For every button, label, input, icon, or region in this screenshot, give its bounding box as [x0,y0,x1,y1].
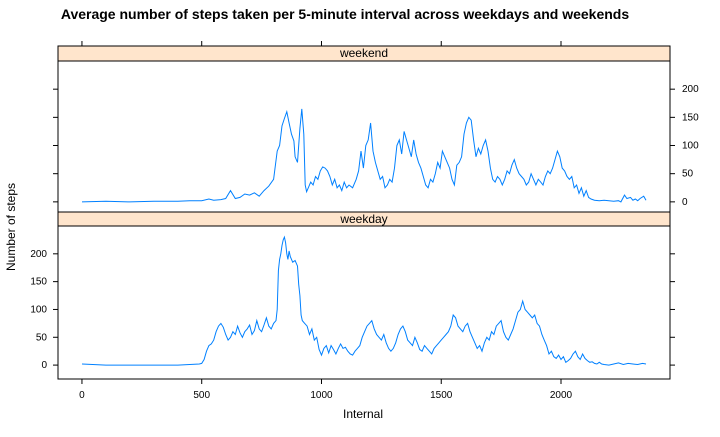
x-tick-label: 2000 [550,390,573,401]
y-tick-label: 0 [41,360,47,371]
x-tick-label: 0 [79,390,85,401]
y-tick-label: 200 [30,249,47,260]
y-tick-label: 150 [682,112,699,123]
y-tick-label: 150 [30,277,47,288]
y-tick-label: 50 [682,169,694,180]
y-tick-label: 100 [30,304,47,315]
chart-title: Average number of steps taken per 5-minu… [61,6,629,22]
strip-label-weekday: weekday [339,212,387,226]
panel-frame-weekday [57,225,671,380]
y-tick-label: 100 [682,141,699,152]
y-tick-label: 50 [36,332,48,343]
series-line-weekday [81,235,647,366]
x-tick-label: 1000 [310,390,333,401]
x-tick-label: 500 [193,390,210,401]
x-tick-label: 1500 [430,390,453,401]
strip-label-weekend: weekend [339,46,388,60]
y-tick-label: 0 [682,197,688,208]
y-axis-label: Number of steps [4,183,18,271]
series-line-weekend [81,108,647,203]
y-tick-label: 200 [682,84,699,95]
x-axis-label: Internal [343,407,383,421]
panel-weekend: weekend 0 50 100 150 200 [53,41,699,213]
